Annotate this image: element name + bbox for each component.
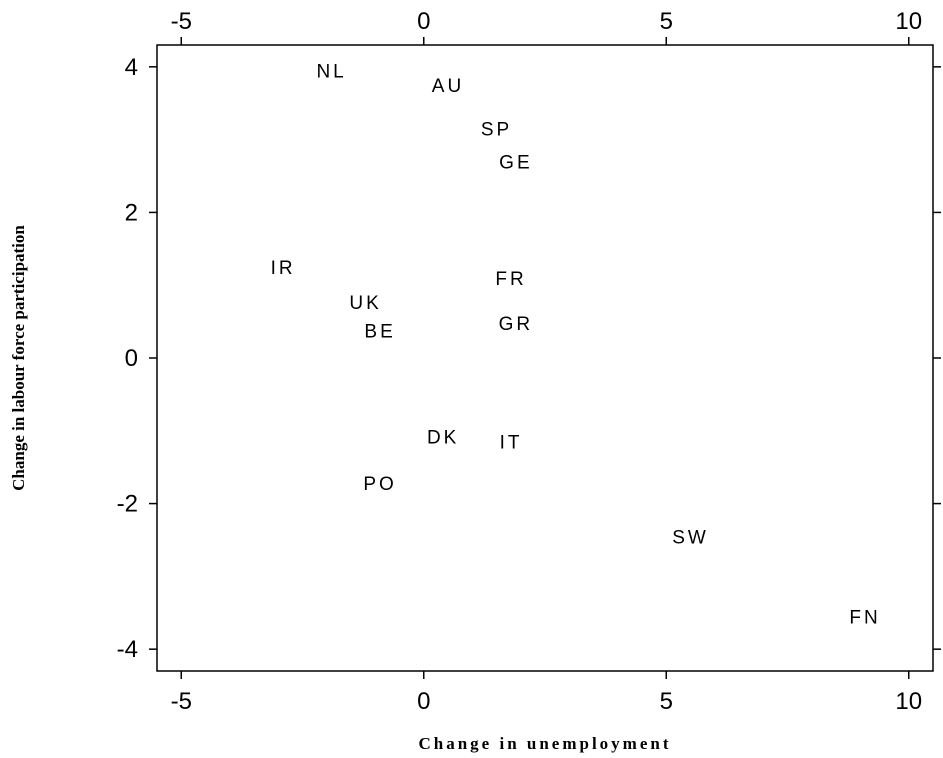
- x-axis-title: Change in unemployment: [418, 734, 671, 753]
- data-point-sw: SW: [672, 527, 709, 548]
- data-point-gr: GR: [499, 314, 534, 335]
- data-point-ir: IR: [271, 258, 296, 279]
- x-tick-label-bottom: -5: [171, 688, 192, 715]
- data-point-fn: FN: [849, 607, 880, 628]
- plot-frame: [156, 44, 934, 672]
- data-points: NL AU SP GE IR FR UK BE GR DK IT PO SW FN: [271, 61, 880, 628]
- y-tick-label: -2: [117, 491, 138, 518]
- y-axis-title: Change in labour force participation: [9, 225, 28, 491]
- y-tick-label: 4: [125, 54, 138, 81]
- x-tick-label-bottom: 10: [895, 688, 922, 715]
- data-point-uk: UK: [349, 293, 381, 314]
- data-point-ge: GE: [499, 152, 532, 173]
- y-tick-label: 2: [125, 199, 138, 226]
- data-point-it: IT: [500, 433, 523, 454]
- data-point-be: BE: [364, 321, 395, 342]
- data-point-sp: SP: [481, 120, 512, 141]
- x-tick-label-top: 10: [895, 8, 922, 35]
- axis-ticks: [149, 37, 941, 679]
- y-tick-label: -4: [117, 636, 138, 663]
- data-point-dk: DK: [427, 428, 459, 449]
- x-tick-label-bottom: 0: [417, 688, 430, 715]
- x-tick-label-bottom: 5: [660, 688, 673, 715]
- data-point-po: PO: [363, 474, 396, 495]
- data-point-nl: NL: [316, 61, 346, 82]
- y-tick-label: 0: [125, 345, 138, 372]
- data-point-fr: FR: [495, 269, 526, 290]
- x-tick-label-top: 5: [660, 8, 673, 35]
- x-tick-label-top: -5: [171, 8, 192, 35]
- data-point-au: AU: [432, 76, 464, 97]
- axis-tick-labels: -5 -5 0 0 5 5 10 10 4 2 0 -2 -4: [117, 8, 922, 715]
- x-tick-label-top: 0: [417, 8, 430, 35]
